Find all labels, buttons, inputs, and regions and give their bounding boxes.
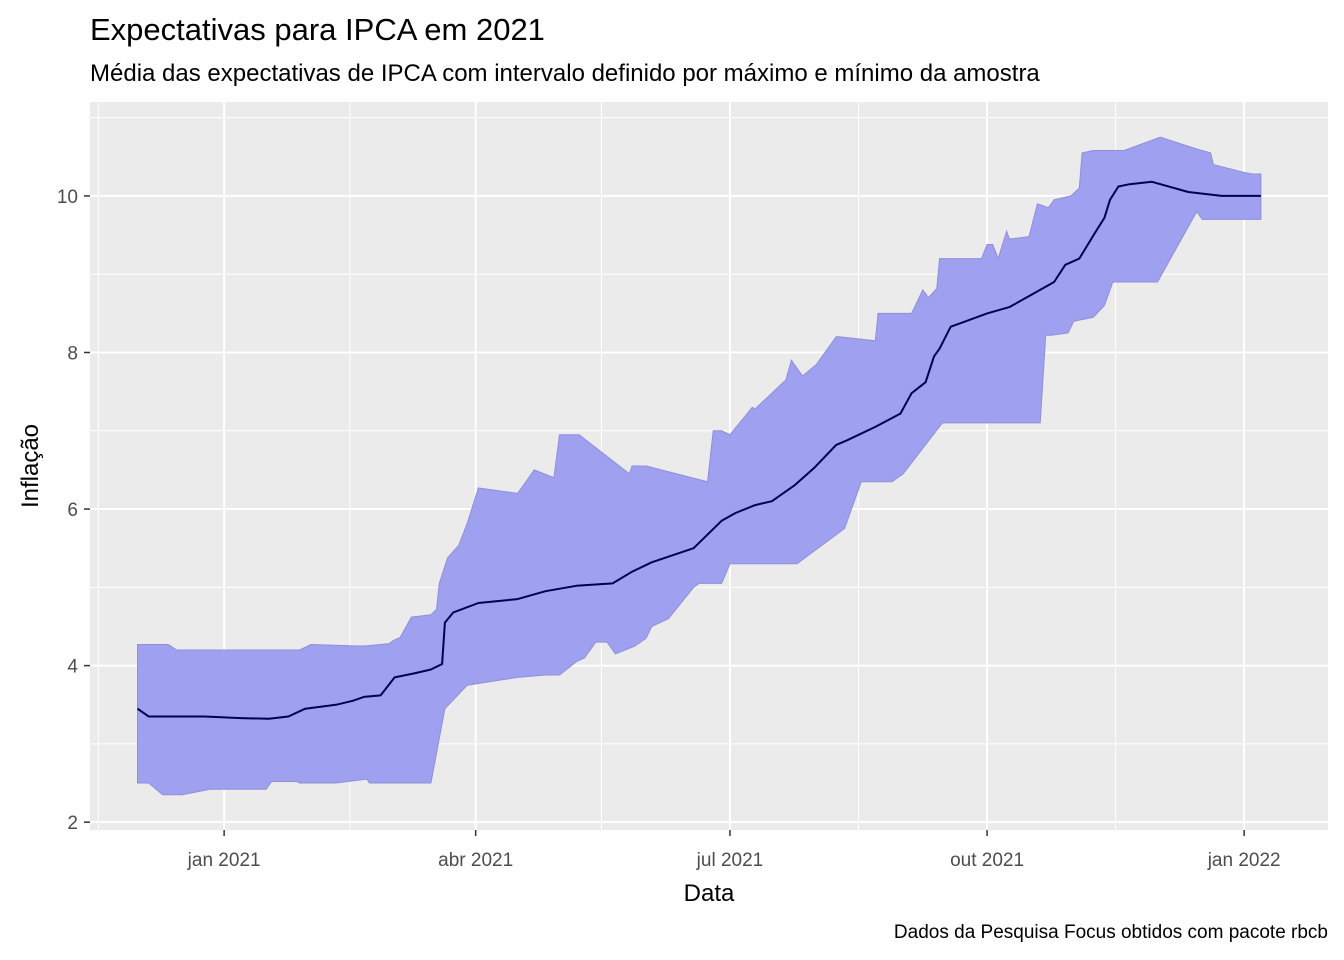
- chart-title: Expectativas para IPCA em 2021: [90, 12, 545, 47]
- min-max-band: [137, 136, 1262, 796]
- x-tick-label: abr 2021: [438, 850, 513, 871]
- y-axis-title: Inflação: [17, 424, 44, 508]
- x-tick-label: jul 2021: [696, 850, 764, 871]
- chart-caption: Dados da Pesquisa Focus obtidos com paco…: [893, 922, 1328, 943]
- y-tick-label: 10: [57, 187, 78, 208]
- x-axis: jan 2021 abr 2021 jul 2021 out 2021 jan 2022: [187, 830, 1281, 871]
- x-tick-label: jan 2021: [187, 850, 261, 871]
- y-tick-label: 8: [67, 343, 78, 364]
- y-tick-label: 6: [67, 500, 78, 521]
- y-axis: 2 4 6 8 10: [57, 187, 90, 834]
- chart-subtitle: Média das expectativas de IPCA com inter…: [90, 60, 1040, 87]
- y-tick-label: 4: [67, 657, 78, 678]
- y-tick-label: 2: [67, 813, 78, 834]
- x-axis-title: Data: [684, 880, 735, 907]
- mean-line: [136, 180, 1261, 720]
- x-tick-label: out 2021: [950, 850, 1024, 871]
- x-tick-label: jan 2022: [1207, 850, 1281, 871]
